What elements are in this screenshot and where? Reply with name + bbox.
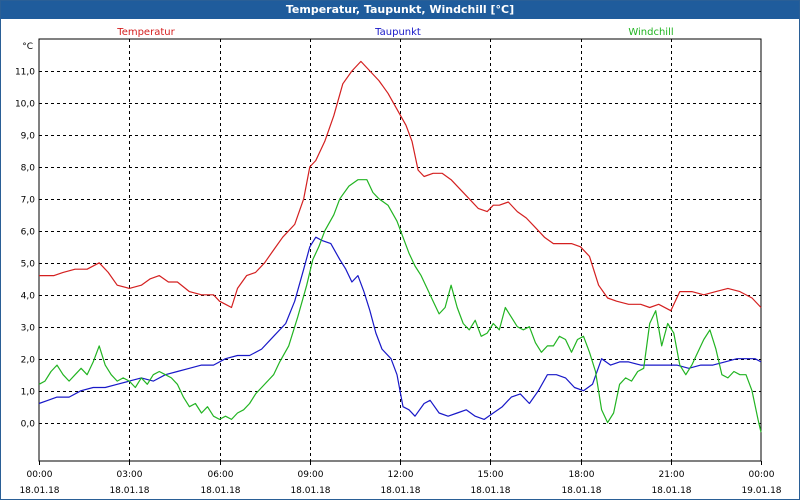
legend-windchill: Windchill: [628, 27, 673, 38]
series-lines: [38, 60, 762, 433]
series-taupunkt-line: [38, 236, 762, 420]
y-tick-label: 2,0: [21, 356, 36, 366]
y-tick-label: 5,0: [21, 260, 36, 270]
x-tick-date: 18.01.18: [470, 486, 510, 496]
x-tick-time: 15:00: [478, 470, 504, 480]
x-tick-date: 18.01.18: [380, 486, 420, 496]
y-tick-label: 11,0: [15, 68, 35, 78]
y-tick-label: 10,0: [15, 100, 35, 110]
x-tick-date: 18.01.18: [290, 486, 330, 496]
series-windchill-line: [38, 179, 762, 433]
grid: [39, 39, 761, 461]
x-tick-time: 21:00: [659, 470, 685, 480]
series-temperatur-line: [39, 60, 762, 312]
y-tick-label: 0,0: [21, 420, 36, 430]
y-tick-label: 1,0: [21, 388, 36, 398]
x-tick-date: 18.01.18: [109, 486, 149, 496]
x-tick-date: 18.01.18: [651, 486, 691, 496]
y-tick-label: 8,0: [21, 164, 36, 174]
y-tick-label: 4,0: [21, 292, 36, 302]
y-tick-label: 6,0: [21, 228, 36, 238]
x-tick-time: 12:00: [388, 470, 414, 480]
legend-taupunkt: Taupunkt: [374, 27, 421, 38]
x-tick-date: 19.01.18: [741, 486, 781, 496]
y-tick-label: 7,0: [21, 196, 36, 206]
x-tick-time: 00:00: [749, 470, 775, 480]
x-tick-date: 18.01.18: [19, 486, 59, 496]
y-axis-label: °C: [22, 42, 33, 52]
x-tick-time: 03:00: [117, 470, 143, 480]
x-tick-date: 18.01.18: [200, 486, 240, 496]
x-tick-time: 18:00: [569, 470, 595, 480]
x-tick-time: 00:00: [27, 470, 53, 480]
y-tick-label: 3,0: [21, 324, 36, 334]
y-tick-label: 9,0: [21, 132, 36, 142]
x-tick-date: 18.01.18: [561, 486, 601, 496]
axes: 0,0 1,0 2,0 3,0 4,0 5,0 6,0 7,0 8,0 9,0 10,0 11,0 °C…: [15, 38, 782, 496]
legend-temperatur: Temperatur: [116, 27, 175, 38]
x-tick-time: 06:00: [208, 470, 234, 480]
x-tick-time: 09:00: [298, 470, 324, 480]
window-title: Temperatur, Taupunkt, Windchill [°C]: [1, 1, 799, 19]
legend: Temperatur Taupunkt Windchill: [116, 27, 673, 38]
